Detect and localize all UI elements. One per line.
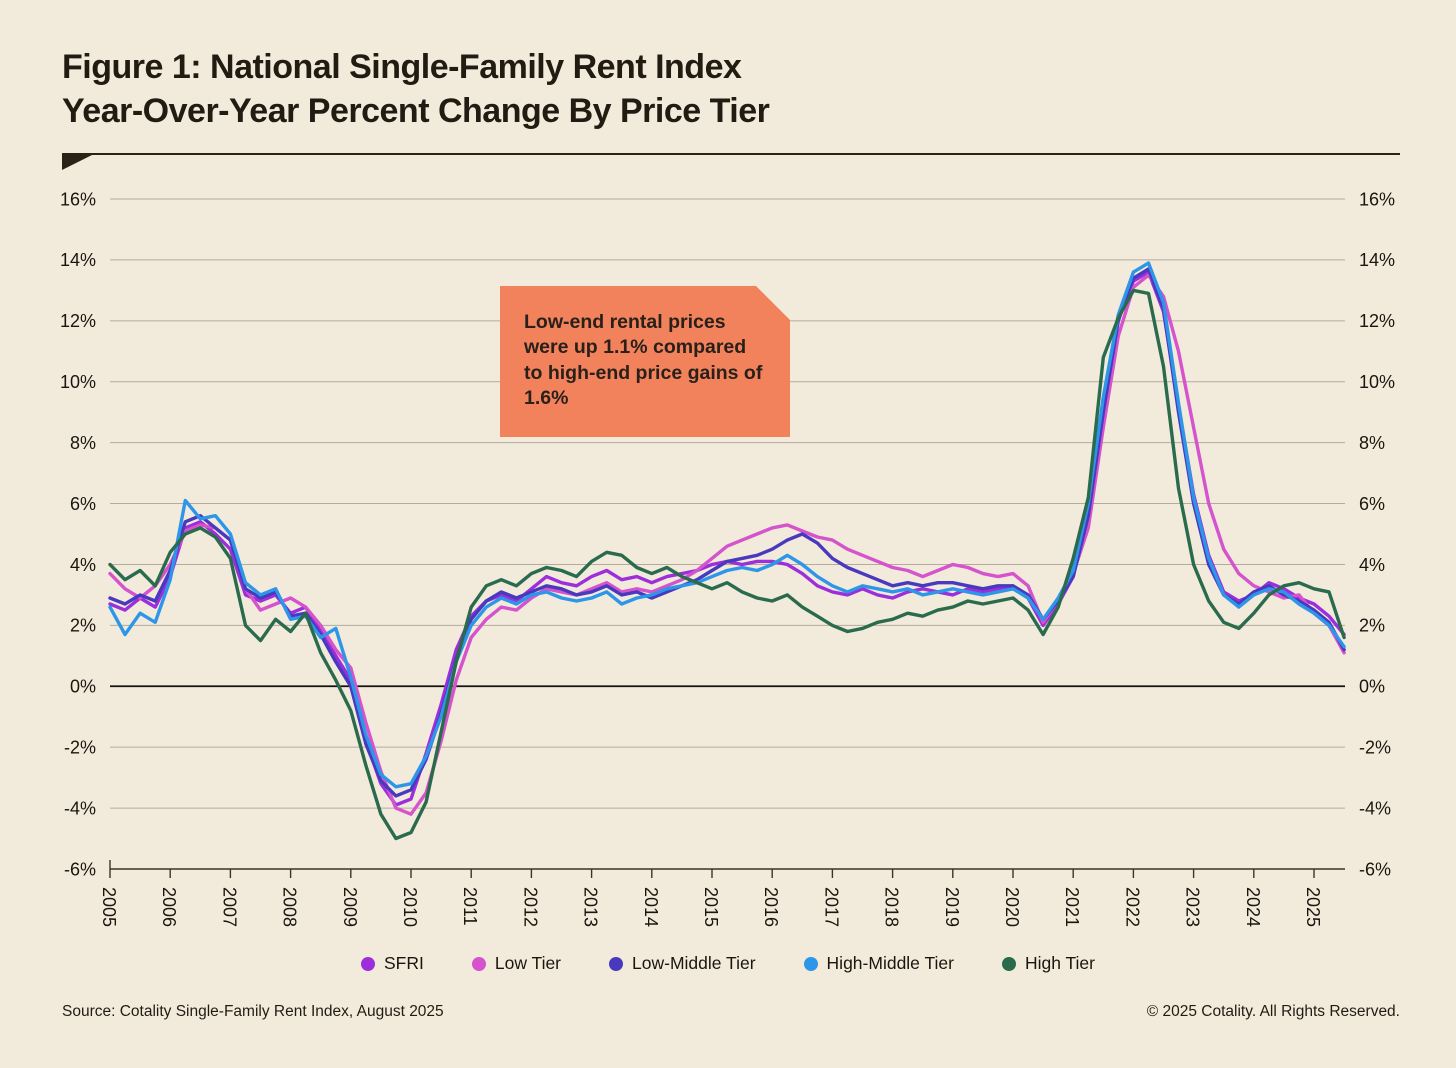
annotation-text: Low-end rental prices were up 1.1% compa… — [524, 311, 763, 410]
y-axis-label-left: 8% — [70, 433, 96, 453]
y-axis-label-left: 4% — [70, 555, 96, 575]
divider-flag-icon — [62, 155, 92, 170]
x-axis-label: 2017 — [821, 887, 841, 927]
x-axis-label: 2008 — [280, 887, 300, 927]
series-line-high-tier — [108, 288, 1346, 841]
y-axis-label-right: 10% — [1359, 372, 1395, 392]
footer: Source: Cotality Single-Family Rent Inde… — [62, 1003, 1400, 1021]
x-axis-label: 2018 — [882, 887, 902, 927]
header-divider — [62, 153, 1400, 155]
legend-item-high-tier: High Tier — [1001, 953, 1095, 974]
x-axis-label: 2023 — [1183, 887, 1203, 927]
x-axis-label: 2015 — [701, 887, 721, 927]
legend-item-high-middle-tier: High-Middle Tier — [803, 953, 954, 974]
chart-legend: SFRI Low Tier Low-Middle Tier High-Middle T… — [0, 953, 1456, 974]
legend-item-low-middle-tier: Low-Middle Tier — [609, 953, 756, 974]
x-axis-label: 2010 — [400, 887, 420, 927]
y-axis-label-left: 16% — [60, 189, 96, 209]
x-axis-label: 2011 — [460, 887, 480, 926]
source-note: Source: Cotality Single-Family Rent Inde… — [62, 1003, 444, 1020]
copyright-note: © 2025 Cotality. All Rights Reserved. — [1146, 1003, 1400, 1020]
legend-dot-high-tier — [1001, 956, 1016, 971]
legend-dot-high-middle-tier — [803, 956, 818, 971]
x-axis-label: 2022 — [1122, 887, 1142, 927]
x-axis-label: 2009 — [340, 887, 360, 927]
y-axis-label-left: 6% — [70, 494, 96, 514]
x-axis-label: 2014 — [641, 887, 661, 927]
series-line-low-middle-tier — [108, 267, 1346, 798]
y-axis-label-left: 2% — [70, 616, 96, 636]
y-axis-label-left: -6% — [64, 859, 96, 879]
x-axis-label: 2016 — [761, 887, 781, 927]
y-axis-label-left: 12% — [60, 311, 96, 331]
legend-label-high-tier: High Tier — [1024, 953, 1095, 973]
y-axis-label-right: 8% — [1359, 433, 1385, 453]
x-axis-label: 2007 — [219, 887, 239, 927]
y-axis-label-left: 0% — [70, 677, 96, 697]
figure-title: Figure 1: National Single-Family Rent In… — [62, 46, 1162, 133]
x-axis-label: 2013 — [581, 887, 601, 927]
y-axis-label-right: -6% — [1359, 859, 1391, 879]
figure-title-line1: Figure 1: National Single-Family Rent In… — [62, 48, 742, 86]
legend-item-sfri: SFRI — [361, 953, 424, 974]
legend-dot-low-middle-tier — [609, 956, 624, 971]
y-axis-label-left: 14% — [60, 250, 96, 270]
legend-label-low-middle-tier: Low-Middle Tier — [632, 953, 756, 973]
x-axis-label: 2024 — [1243, 887, 1263, 927]
y-axis-label-right: 16% — [1359, 189, 1395, 209]
legend-label-high-middle-tier: High-Middle Tier — [826, 953, 954, 973]
x-axis-label: 2005 — [99, 887, 119, 927]
legend-dot-sfri — [361, 956, 375, 971]
y-axis-label-right: 2% — [1359, 616, 1385, 636]
y-axis-label-right: 0% — [1359, 677, 1385, 697]
x-axis-label: 2021 — [1062, 887, 1082, 927]
annotation-callout: Low-end rental prices were up 1.1% compa… — [500, 286, 790, 437]
legend-label-low-tier: Low Tier — [494, 953, 562, 973]
y-axis-label-right: -2% — [1359, 737, 1391, 757]
legend-dot-low-tier — [471, 956, 486, 971]
x-axis-label: 2006 — [159, 887, 179, 927]
x-axis-label: 2020 — [1002, 887, 1022, 927]
y-axis-label-right: 6% — [1359, 494, 1385, 514]
x-axis-label: 2025 — [1303, 887, 1323, 927]
y-axis-label-left: -4% — [64, 798, 96, 818]
y-axis-label-left: -2% — [64, 737, 96, 757]
x-axis-label: 2019 — [942, 887, 962, 927]
x-axis-label: 2012 — [520, 887, 540, 927]
y-axis-label-left: 10% — [60, 372, 96, 392]
y-axis-label-right: -4% — [1359, 798, 1391, 818]
y-axis-label-right: 12% — [1359, 311, 1395, 331]
series-line-low-tier — [108, 273, 1346, 816]
series-line-high-middle-tier — [108, 261, 1346, 789]
y-axis-label-right: 4% — [1359, 555, 1385, 575]
figure-title-line2: Year-Over-Year Percent Change By Price T… — [62, 91, 770, 130]
legend-label-sfri: SFRI — [384, 953, 424, 973]
y-axis-label-right: 14% — [1359, 250, 1395, 270]
legend-item-low-tier: Low Tier — [471, 953, 562, 974]
